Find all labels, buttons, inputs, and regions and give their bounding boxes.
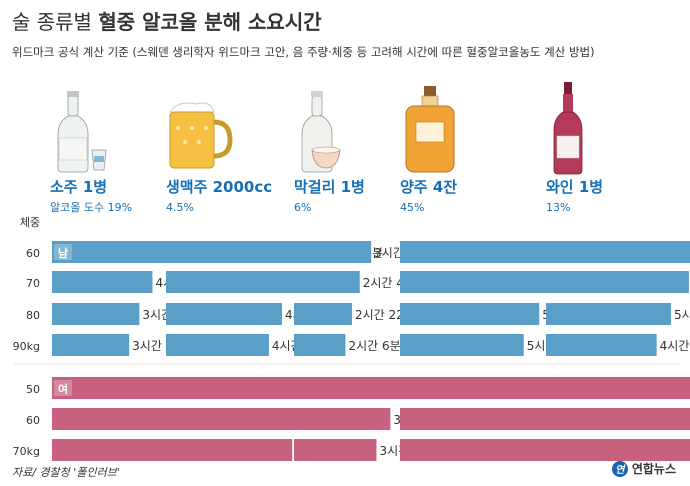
bar-female	[546, 408, 690, 430]
bar-male	[52, 334, 130, 356]
beer-mug-icon	[169, 102, 233, 169]
chart-title: 술 종류별 혈중 알코올 분해 소요시간	[12, 10, 322, 34]
weight-label-female: 60	[26, 414, 40, 427]
bar-male	[294, 271, 360, 293]
bar-male	[166, 241, 321, 263]
bar-male	[52, 303, 140, 325]
bar-male	[166, 303, 282, 325]
drink-name: 양주 4잔	[400, 178, 457, 196]
drink-abv: 13%	[546, 201, 570, 214]
bar-male	[52, 241, 170, 263]
bar-male	[400, 334, 524, 356]
weight-header: 체중	[20, 216, 40, 229]
gender-badge-bg	[54, 380, 72, 396]
gender-badge: 여	[58, 382, 68, 396]
bar-female	[166, 439, 293, 461]
soju-bottle-glass-icon	[57, 91, 107, 173]
bar-male	[294, 303, 352, 325]
drink-abv: 알코올 도수 19%	[50, 200, 132, 214]
whiskey-bottle-icon	[405, 86, 455, 173]
duration-label: 2시간 22분	[355, 308, 415, 322]
duration-label: 5시간 6분	[674, 308, 690, 322]
chart-subtitle: 위드마크 공식 계산 기준 (스웨덴 생리학자 위드마크 고안, 음 주량·체중…	[12, 45, 595, 59]
drink-abv: 4.5%	[166, 201, 194, 214]
drink-icons	[57, 82, 583, 175]
logo-text: 연합뉴스	[631, 462, 676, 476]
weight-label-female: 70kg	[13, 445, 40, 458]
bar-male	[546, 334, 657, 356]
bar-male	[166, 334, 269, 356]
drink-abv: 6%	[294, 201, 311, 214]
bar-male	[546, 271, 689, 293]
bar-male	[546, 303, 671, 325]
yonhap-logo: 연 연합뉴스	[611, 460, 676, 477]
gender-badge: 남	[58, 247, 68, 260]
bar-male	[166, 271, 298, 293]
drink-name: 막걸리 1병	[294, 178, 365, 196]
bar-male	[52, 271, 153, 293]
drink-abv: 45%	[400, 201, 424, 214]
weight-label-male: 60	[26, 247, 40, 260]
drink-name: 소주 1병	[50, 178, 107, 196]
logo-badge-icon: 연	[611, 460, 628, 477]
weight-label-male: 80	[26, 309, 40, 322]
bar-male	[546, 241, 690, 263]
drink-name: 생맥주 2000cc	[166, 178, 272, 196]
bar-male	[400, 303, 540, 325]
bar-female	[294, 439, 377, 461]
duration-label: 4시간 31분	[660, 339, 690, 353]
bar-male	[400, 241, 586, 263]
source-note: 자료/ 경찰청 '폴인러브'	[12, 466, 120, 479]
bar-female	[294, 408, 391, 430]
bar-female	[52, 439, 179, 461]
bar-male	[400, 271, 559, 293]
drink-name: 와인 1병	[546, 178, 603, 196]
bar-male	[294, 241, 372, 263]
bar-female	[166, 408, 313, 430]
bar-female	[546, 439, 690, 461]
duration-label: 2시간 6분	[348, 339, 400, 353]
makgeolli-bottle-bowl-icon	[301, 91, 341, 173]
bar-female	[294, 377, 410, 399]
bar-male	[294, 334, 346, 356]
gender-badge-bg	[54, 244, 72, 260]
bar-female	[546, 377, 690, 399]
bar-female	[52, 408, 199, 430]
weight-label-male: 90kg	[13, 340, 40, 353]
wine-bottle-icon	[553, 82, 583, 175]
weight-label-female: 50	[26, 383, 40, 396]
weight-label-male: 70	[26, 277, 40, 290]
